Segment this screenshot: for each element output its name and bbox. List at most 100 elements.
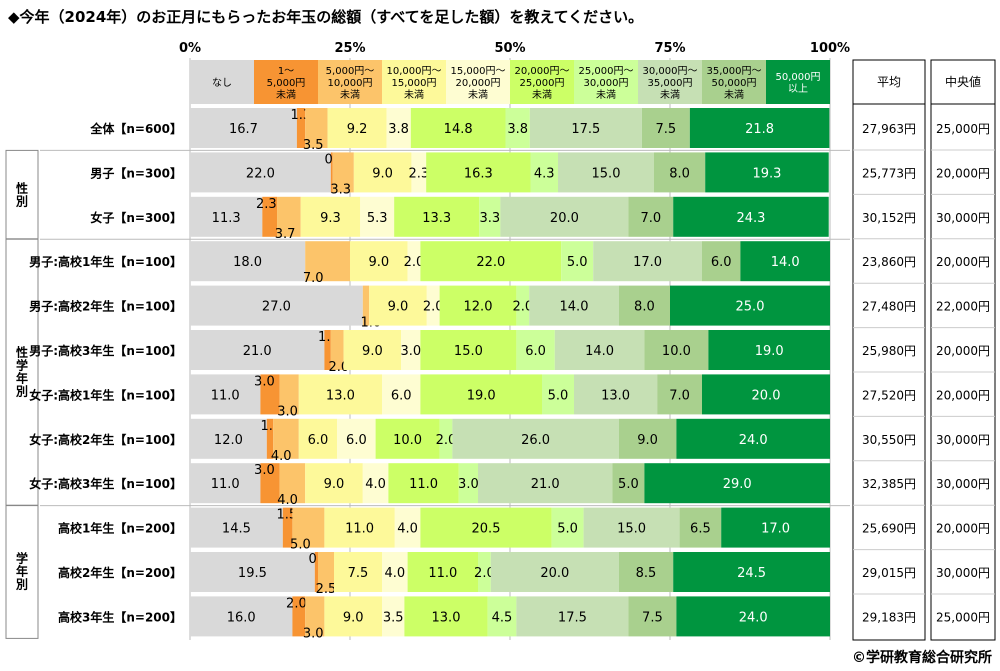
legend-label: 以上 — [788, 83, 808, 95]
bar-segment — [740, 241, 830, 282]
legend-swatch — [254, 60, 318, 104]
bar-segment — [375, 418, 440, 459]
legend-swatch — [638, 60, 702, 104]
data-label: 7.0 — [669, 388, 690, 403]
average-value: 27,963円 — [862, 122, 916, 136]
data-label: 16.3 — [464, 166, 493, 181]
data-label: 1.5 — [276, 508, 297, 523]
bar-segment — [327, 108, 387, 148]
legend-label: 30,000円 — [584, 78, 629, 89]
bar-segment — [490, 552, 619, 592]
credit: ©学研教育総合研究所 — [852, 650, 992, 666]
bar-segment — [362, 463, 389, 504]
bar-segment — [407, 552, 478, 592]
bar-segment — [676, 418, 830, 459]
legend-label: 15,000円 — [392, 78, 437, 89]
data-label: 7.0 — [303, 271, 324, 286]
bar-segment — [262, 196, 278, 237]
data-label: 2.0 — [474, 566, 495, 581]
bar-segment — [558, 152, 654, 193]
data-label: 10.0 — [662, 344, 691, 359]
bar-segment — [689, 108, 830, 148]
bar-segment — [420, 507, 552, 548]
bar-segment — [190, 196, 263, 237]
data-label: 19.5 — [238, 566, 267, 581]
data-label: 5.0 — [557, 522, 578, 537]
group-label-text: 性別 — [14, 181, 29, 208]
bar-segment — [190, 374, 261, 415]
bar-segment — [612, 463, 645, 504]
data-label: 4.3 — [534, 166, 555, 181]
average-value: 29,015円 — [862, 566, 916, 580]
data-label: 2.3 — [408, 166, 429, 181]
data-label: 24.3 — [736, 211, 765, 226]
legend-label: 10,000円～ — [387, 66, 442, 77]
chart-title: ◆今年（2024年）のお正月にもらったお年玉の総額（すべてを足した額）を教えてく… — [8, 8, 644, 26]
legend-swatch — [446, 60, 510, 104]
data-label: 10.0 — [393, 433, 422, 448]
bar-segment — [583, 507, 680, 548]
data-label: 6.0 — [391, 388, 412, 403]
legend-label: 20,000円～ — [515, 66, 570, 77]
data-label: 9.0 — [368, 255, 389, 270]
bar-segment — [353, 152, 412, 193]
bar-segment — [673, 552, 830, 592]
data-label: 3.0 — [458, 477, 479, 492]
median-header: 中央値 — [945, 74, 981, 89]
bar-segment — [554, 330, 645, 370]
data-label: 29.0 — [723, 477, 752, 492]
bar-segment — [708, 330, 830, 370]
data-label: 19.0 — [467, 388, 496, 403]
data-label: 14.0 — [771, 255, 800, 270]
average-header: 平均 — [877, 75, 901, 89]
data-label: 16.0 — [227, 610, 256, 625]
median-value: 20,000円 — [936, 388, 990, 402]
average-value: 30,152円 — [862, 211, 916, 225]
data-label: 2.0 — [423, 300, 444, 315]
average-value: 29,183円 — [862, 610, 916, 624]
data-label: 11.0 — [211, 388, 240, 403]
row-label: 高校2年生【n=200】 — [58, 565, 182, 580]
data-label: 3.3 — [479, 211, 500, 226]
average-column — [852, 59, 926, 641]
bar-segment — [439, 418, 453, 459]
data-label: 3.8 — [507, 122, 528, 137]
data-label: 7.5 — [642, 610, 663, 625]
data-label: 8.0 — [634, 300, 655, 315]
data-label: 11.0 — [409, 477, 438, 492]
legend-swatch — [766, 60, 830, 104]
data-label: 6.0 — [525, 344, 546, 359]
bar-segment — [628, 596, 677, 637]
bar-segment — [343, 330, 402, 370]
data-label: 24.5 — [737, 566, 766, 581]
data-label: 11.0 — [428, 566, 457, 581]
bar-segment — [190, 463, 261, 504]
legend-swatch — [190, 60, 254, 104]
data-label: 19.0 — [755, 344, 784, 359]
data-label: 9.3 — [320, 211, 341, 226]
bar-segment — [382, 596, 405, 637]
bar-segment — [190, 241, 306, 282]
bar-segment — [641, 108, 690, 148]
data-label: 20.0 — [550, 211, 579, 226]
bar-segment — [382, 552, 408, 592]
bar-segment — [190, 596, 293, 637]
data-label: 5.0 — [290, 538, 311, 553]
data-label: 8.5 — [636, 566, 657, 581]
bar-segment — [388, 463, 459, 504]
data-label: 7.0 — [640, 211, 661, 226]
bar-segment — [382, 374, 421, 415]
bar-segment — [516, 285, 530, 326]
median-value: 30,000円 — [936, 477, 990, 491]
bar-segment — [420, 241, 562, 282]
bar-segment — [360, 196, 395, 237]
bar-segment — [305, 596, 325, 637]
bar-segment — [478, 463, 613, 504]
bar-segment — [190, 152, 331, 193]
data-label: 3.0 — [400, 344, 421, 359]
data-label: 11.0 — [211, 477, 240, 492]
data-label: 24.0 — [739, 610, 768, 625]
bar-segment — [452, 418, 619, 459]
bar-segment — [330, 330, 344, 370]
